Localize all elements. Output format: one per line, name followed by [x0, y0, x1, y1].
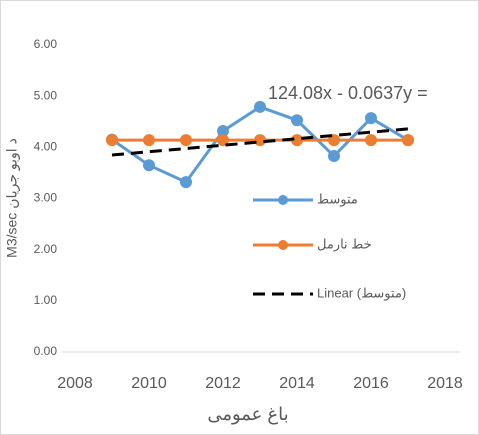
equation: 124.08x - 0.0637y = [268, 83, 428, 103]
marker [217, 134, 229, 147]
marker [143, 159, 155, 172]
y-tick-label: 0.00 [34, 344, 58, 358]
marker [365, 134, 377, 147]
y-tick-label: 1.00 [34, 293, 58, 307]
x-tick-label: 2016 [353, 375, 389, 392]
marker [328, 150, 340, 163]
x-tick-label: 2008 [57, 375, 93, 392]
y-tick-label: 6.00 [34, 37, 58, 51]
y-tick-label: 2.00 [34, 242, 58, 256]
marker [106, 134, 118, 147]
marker [254, 100, 266, 113]
x-tick-label: 2010 [131, 375, 167, 392]
marker [217, 124, 229, 137]
marker [365, 112, 377, 125]
legend-marker [278, 240, 288, 250]
trendline [111, 127, 409, 157]
marker [254, 134, 266, 147]
x-tick-label: 2014 [279, 375, 315, 392]
legend-marker [278, 195, 288, 205]
marker [143, 134, 155, 147]
marker [180, 134, 192, 147]
y-tick-label: 5.00 [34, 88, 58, 102]
y-tick-label: 3.00 [34, 191, 58, 205]
x-tick-label: 2018 [427, 375, 463, 392]
y-axis-label: M3/sec د اوبو جريان [4, 138, 21, 258]
x-axis-label: باغ عمومی [207, 404, 288, 425]
legend-label: Linear (متوسط) [317, 285, 406, 301]
marker [291, 134, 303, 147]
legend-label: خط نارمل [317, 236, 372, 252]
legend-label: متوسط [317, 191, 358, 207]
marker [402, 134, 414, 147]
marker [180, 176, 192, 189]
y-tick-label: 4.00 [34, 140, 58, 154]
x-tick-label: 2012 [205, 375, 241, 392]
marker [291, 114, 303, 127]
